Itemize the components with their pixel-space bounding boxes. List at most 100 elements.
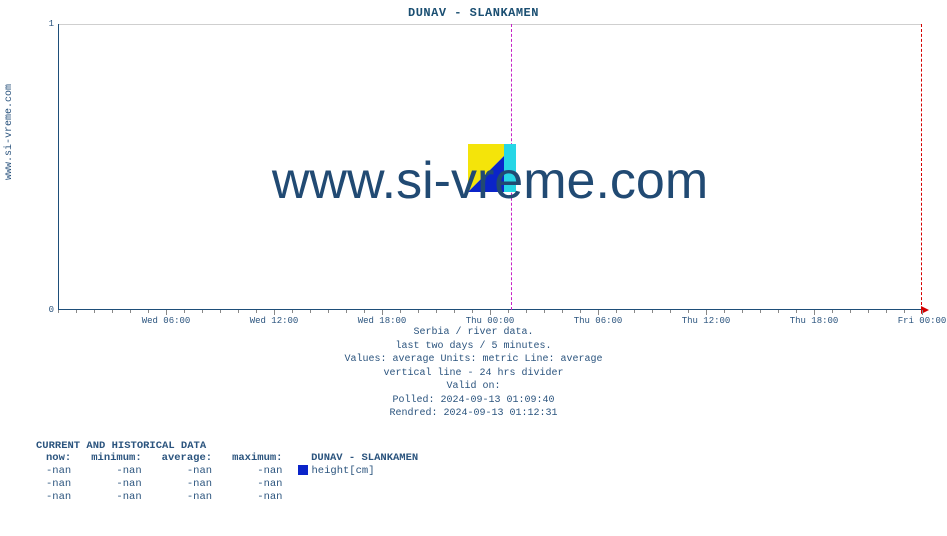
- xtick-minor: [544, 310, 545, 313]
- xtick-label: Thu 06:00: [574, 316, 623, 326]
- xtick-minor: [148, 310, 149, 313]
- xtick-minor: [688, 310, 689, 313]
- xtick-label: Thu 18:00: [790, 316, 839, 326]
- xtick-label: Thu 12:00: [682, 316, 731, 326]
- ytick-label: 1: [49, 19, 58, 29]
- caption-line: Valid on:: [0, 380, 947, 394]
- xtick-minor: [472, 310, 473, 313]
- xtick-minor: [760, 310, 761, 313]
- xtick-minor: [184, 310, 185, 313]
- xtick-major: [814, 310, 815, 315]
- legend-swatch-icon: [298, 465, 308, 475]
- cell: -nan: [36, 491, 81, 504]
- xtick-minor: [580, 310, 581, 313]
- col-minimum: minimum:: [81, 452, 151, 465]
- xtick-minor: [634, 310, 635, 313]
- cell: -nan: [222, 478, 292, 491]
- xtick-minor: [778, 310, 779, 313]
- xtick-minor: [346, 310, 347, 313]
- xtick-major: [922, 310, 923, 315]
- xtick-minor: [850, 310, 851, 313]
- watermark-logo-icon: [468, 144, 516, 192]
- xtick-minor: [238, 310, 239, 313]
- xtick-label: Wed 06:00: [142, 316, 191, 326]
- xtick-major: [274, 310, 275, 315]
- xtick-minor: [868, 310, 869, 313]
- caption-line: vertical line - 24 hrs divider: [0, 367, 947, 381]
- cell: -nan: [152, 491, 222, 504]
- table-row: -nan -nan -nan -nan height[cm]: [36, 465, 428, 478]
- xtick-minor: [328, 310, 329, 313]
- xtick-minor: [652, 310, 653, 313]
- xtick-minor: [904, 310, 905, 313]
- xtick-label: Fri 00:00: [898, 316, 947, 326]
- table-header-row: now: minimum: average: maximum: DUNAV - …: [36, 452, 428, 465]
- xtick-minor: [724, 310, 725, 313]
- xtick-minor: [310, 310, 311, 313]
- divider-24h-line: [511, 24, 512, 310]
- gridline-y1: [58, 24, 922, 25]
- xtick-minor: [616, 310, 617, 313]
- cell: -nan: [36, 465, 81, 478]
- cell: -nan: [81, 491, 151, 504]
- chart-caption: Serbia / river data. last two days / 5 m…: [0, 326, 947, 421]
- xtick-minor: [418, 310, 419, 313]
- xtick-minor: [562, 310, 563, 313]
- col-now: now:: [36, 452, 81, 465]
- xtick-minor: [130, 310, 131, 313]
- xtick-minor: [832, 310, 833, 313]
- y-axis-line: [58, 24, 59, 310]
- data-table: CURRENT AND HISTORICAL DATA now: minimum…: [36, 440, 428, 504]
- xtick-minor: [220, 310, 221, 313]
- xtick-minor: [94, 310, 95, 313]
- xtick-label: Thu 00:00: [466, 316, 515, 326]
- chart-plot-area: www.si-vreme.com 0 1 Wed 06:00 Wed 12:00…: [58, 24, 922, 310]
- cell: -nan: [81, 465, 151, 478]
- xtick-major: [382, 310, 383, 315]
- data-table-title: CURRENT AND HISTORICAL DATA: [36, 440, 428, 452]
- xtick-minor: [454, 310, 455, 313]
- xtick-minor: [256, 310, 257, 313]
- cell: -nan: [152, 465, 222, 478]
- series-header: DUNAV - SLANKAMEN: [292, 452, 428, 465]
- xtick-minor: [526, 310, 527, 313]
- cell: -nan: [152, 478, 222, 491]
- caption-line: Rendred: 2024-09-13 01:12:31: [0, 407, 947, 421]
- xtick-minor: [796, 310, 797, 313]
- xtick-major: [166, 310, 167, 315]
- xtick-minor: [202, 310, 203, 313]
- series-row-label: height[cm]: [292, 465, 428, 478]
- watermark-text: www.si-vreme.com: [272, 151, 708, 211]
- caption-line: Polled: 2024-09-13 01:09:40: [0, 394, 947, 408]
- xtick-major: [706, 310, 707, 315]
- xtick-minor: [58, 310, 59, 313]
- table-row: -nan -nan -nan -nan: [36, 478, 428, 491]
- caption-line: last two days / 5 minutes.: [0, 340, 947, 354]
- cell: -nan: [222, 465, 292, 478]
- xtick-minor: [400, 310, 401, 313]
- xtick-minor: [76, 310, 77, 313]
- xtick-minor: [292, 310, 293, 313]
- xtick-major: [598, 310, 599, 315]
- xtick-major: [490, 310, 491, 315]
- chart-title: DUNAV - SLANKAMEN: [0, 6, 947, 20]
- ytick-label: 0: [49, 305, 58, 315]
- xtick-minor: [742, 310, 743, 313]
- col-average: average:: [152, 452, 222, 465]
- xtick-minor: [112, 310, 113, 313]
- y-axis-source-label: www.si-vreme.com: [4, 84, 15, 180]
- now-line: [921, 24, 922, 310]
- cell: -nan: [36, 478, 81, 491]
- xtick-minor: [508, 310, 509, 313]
- xtick-minor: [670, 310, 671, 313]
- cell: -nan: [81, 478, 151, 491]
- xtick-label: Wed 12:00: [250, 316, 299, 326]
- cell: -nan: [222, 491, 292, 504]
- xtick-minor: [886, 310, 887, 313]
- caption-line: Values: average Units: metric Line: aver…: [0, 353, 947, 367]
- xtick-label: Wed 18:00: [358, 316, 407, 326]
- xtick-minor: [364, 310, 365, 313]
- table-row: -nan -nan -nan -nan: [36, 491, 428, 504]
- col-maximum: maximum:: [222, 452, 292, 465]
- xtick-minor: [436, 310, 437, 313]
